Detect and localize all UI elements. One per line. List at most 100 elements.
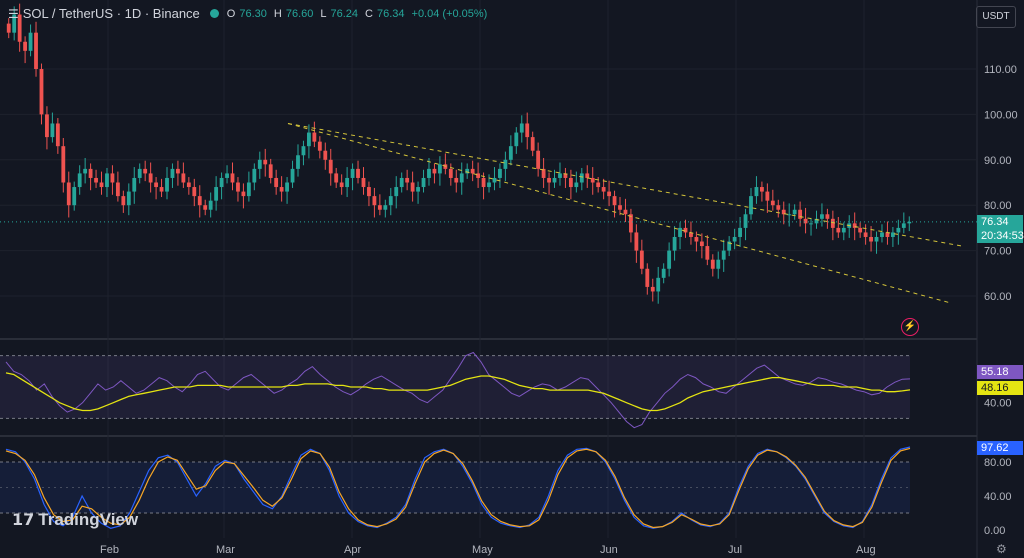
candle-body: [301, 146, 306, 156]
x-tick-label: May: [472, 544, 493, 556]
candle-body: [514, 132, 519, 147]
candle-body: [841, 227, 846, 233]
candle-body: [285, 182, 289, 192]
candle-body: [498, 168, 502, 178]
candle-body: [55, 123, 60, 147]
candle-body: [530, 137, 535, 151]
candle-body: [672, 236, 677, 251]
candle-body: [12, 14, 17, 33]
candle-body: [476, 173, 481, 178]
y-tick-label: 80.00: [984, 200, 1012, 212]
candle-body: [345, 177, 350, 188]
candle-body: [203, 205, 208, 210]
tradingview-logo[interactable]: 𝟭𝟳 TradingView: [12, 510, 138, 530]
candle-body: [165, 177, 169, 192]
candle-body: [629, 214, 633, 233]
candle-body: [907, 221, 912, 224]
candle-body: [634, 232, 639, 251]
candle-body: [388, 196, 393, 206]
settings-gear-icon[interactable]: ⚙: [996, 542, 1007, 556]
candle-body: [306, 132, 311, 147]
candle-body: [394, 187, 399, 197]
stoch-k-line: [5, 446, 911, 529]
candle-body: [896, 227, 901, 233]
open-value: 76.30: [239, 7, 267, 20]
tv-logo-icon: 𝟭𝟳: [12, 512, 35, 529]
brand-name: TradingView: [38, 510, 139, 529]
candle-body: [416, 187, 420, 192]
stoch-tag: 97.62: [977, 441, 1023, 455]
candle-body: [585, 173, 590, 178]
candle-body: [427, 168, 431, 178]
candle-body: [901, 223, 906, 228]
candle-body: [356, 168, 360, 178]
candle-body: [154, 182, 159, 188]
low-value: 76.24: [330, 7, 359, 20]
high-label: H: [273, 7, 282, 20]
candle-body: [667, 250, 672, 269]
y-tick-label: 90.00: [984, 155, 1012, 167]
candle-body: [148, 173, 153, 183]
candle-body: [88, 168, 93, 178]
candle-body: [470, 168, 475, 174]
close-value: 76.34: [376, 7, 405, 20]
y-tick-label: 60.00: [984, 291, 1012, 303]
candle-body: [317, 141, 322, 151]
candle-body: [661, 268, 666, 278]
candle-body: [694, 236, 699, 242]
candle-body: [536, 150, 541, 169]
candle-body: [274, 177, 279, 188]
x-tick-label: Jul: [728, 544, 742, 556]
candle-body: [77, 173, 82, 188]
candle-body: [705, 246, 710, 260]
countdown-tag: 20:34:53: [977, 229, 1024, 243]
candle-body: [290, 168, 295, 183]
candle-body: [176, 168, 180, 174]
candle-body: [312, 132, 317, 142]
candle-body: [39, 69, 44, 115]
candle-body: [650, 286, 655, 292]
symbol-title[interactable]: SOL / TetherUS · 1D · Binance: [22, 6, 200, 21]
y-tick-label: 70.00: [984, 246, 1012, 258]
candle-body: [738, 227, 742, 237]
candle-body: [623, 209, 628, 215]
candle-body: [252, 168, 257, 183]
flash-icon[interactable]: ⚡: [901, 318, 919, 336]
y-tick-label: 100.00: [984, 109, 1018, 121]
candle-body: [590, 177, 595, 183]
candle-body: [334, 173, 339, 183]
candle-body: [607, 191, 612, 197]
candle-body: [61, 146, 66, 183]
candle-body: [6, 23, 11, 33]
open-label: O: [226, 7, 236, 20]
candle-body: [820, 214, 824, 219]
candle-body: [132, 177, 137, 192]
rsi-line: [5, 351, 911, 429]
market-status-icon: [209, 9, 219, 18]
candle-body: [367, 187, 371, 197]
candle-body: [219, 177, 224, 188]
symbol-header: ☰ SOL / TetherUS · 1D · Binance O 76.30 H…: [8, 6, 490, 21]
candle-body: [574, 182, 579, 188]
candle-body: [339, 182, 344, 188]
candle-body: [328, 159, 333, 174]
candle-body: [792, 209, 797, 215]
candle-body: [28, 32, 33, 51]
candle-body: [803, 218, 808, 224]
currency-button[interactable]: USDT: [976, 6, 1016, 28]
candle-body: [115, 182, 120, 197]
candle-body: [372, 196, 377, 206]
x-tick-label: Mar: [216, 544, 235, 556]
menu-icon[interactable]: ☰: [8, 6, 19, 21]
stoch-tick-label: 40.00: [984, 491, 1012, 503]
change-value: +0.04 (+0.05%): [411, 7, 488, 20]
close-label: C: [365, 7, 373, 20]
candle-body: [230, 173, 235, 183]
candle-body: [377, 205, 382, 210]
candle-body: [17, 14, 22, 42]
candle-body: [159, 187, 164, 192]
candle-body: [798, 209, 803, 219]
candle-body: [181, 173, 186, 183]
x-tick-label: Jun: [600, 544, 618, 556]
